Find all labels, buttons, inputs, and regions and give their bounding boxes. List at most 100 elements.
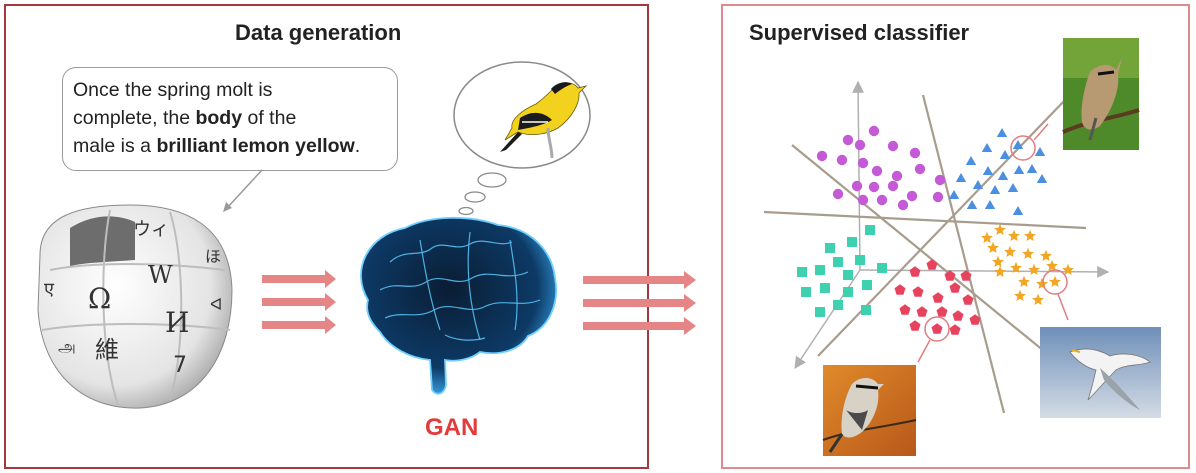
star-point bbox=[1018, 275, 1030, 287]
circle-point bbox=[932, 191, 944, 203]
circle-point bbox=[868, 181, 880, 193]
triangle-point bbox=[997, 171, 1009, 180]
star-point bbox=[987, 241, 999, 253]
triangle-point bbox=[1012, 206, 1024, 215]
circle-point bbox=[887, 180, 899, 192]
circle-point bbox=[914, 163, 926, 175]
globe-glyph-seven: 7 bbox=[173, 353, 187, 378]
gull-photo bbox=[1040, 327, 1161, 418]
triangle-point bbox=[999, 150, 1011, 159]
pentagon-point bbox=[944, 270, 956, 281]
square-point bbox=[815, 307, 825, 317]
quote-line-1: Once the spring molt is bbox=[73, 79, 273, 101]
pentagon-point bbox=[909, 320, 921, 331]
globe-glyph-syllabics: ᐊ bbox=[210, 295, 222, 314]
triangle-point bbox=[955, 173, 967, 182]
star-point bbox=[1036, 277, 1048, 289]
triangle-point bbox=[984, 200, 996, 209]
circle-point bbox=[851, 180, 863, 192]
quote-line-2c: of the bbox=[242, 107, 297, 129]
triangle-point bbox=[989, 185, 1001, 194]
triangle-point bbox=[1034, 147, 1046, 156]
star-point bbox=[1046, 259, 1058, 271]
square-point bbox=[815, 265, 825, 275]
pentagon-point bbox=[894, 284, 906, 295]
circle-point bbox=[897, 199, 909, 211]
data-generation-title: Data generation bbox=[235, 20, 402, 45]
star-point bbox=[1014, 289, 1026, 301]
triangle-point bbox=[1012, 140, 1024, 149]
square-point bbox=[843, 270, 853, 280]
brain-icon bbox=[360, 216, 557, 395]
globe-glyph-omega: Ω bbox=[88, 282, 111, 315]
quote-line-3a: male is a bbox=[73, 135, 157, 157]
globe-glyph-devanagari: ए bbox=[44, 279, 55, 300]
pentagon-point bbox=[949, 282, 961, 293]
pentagon-point bbox=[969, 314, 981, 325]
pentagon-point bbox=[931, 323, 943, 334]
quote-line-2a: complete, the bbox=[73, 107, 196, 129]
square-point bbox=[797, 267, 807, 277]
star-point bbox=[1010, 261, 1022, 273]
quote-line-3c: . bbox=[354, 135, 361, 157]
triangle-point bbox=[1007, 183, 1019, 192]
pentagon-point bbox=[960, 270, 972, 281]
star-point bbox=[994, 265, 1006, 277]
cedar-waxwing-photo bbox=[1062, 38, 1140, 150]
arrows-to-gan bbox=[262, 270, 336, 334]
circle-point bbox=[857, 194, 869, 206]
triangle-point bbox=[996, 128, 1008, 137]
star-point bbox=[1040, 249, 1052, 261]
pentagon-point bbox=[916, 306, 928, 317]
square-point bbox=[801, 287, 811, 297]
triangle-point bbox=[948, 190, 960, 199]
star-point bbox=[992, 255, 1004, 267]
pentagon-point bbox=[932, 292, 944, 303]
star-point bbox=[1062, 263, 1074, 275]
globe-glyph-hiragana: ほ bbox=[205, 247, 221, 266]
square-point bbox=[862, 280, 872, 290]
circle-point bbox=[816, 150, 828, 162]
circle-point bbox=[857, 157, 869, 169]
triangle-point bbox=[1026, 164, 1038, 173]
sample-pointers bbox=[917, 123, 1069, 363]
square-point bbox=[847, 237, 857, 247]
shrike-photo bbox=[822, 365, 917, 456]
circle-point bbox=[854, 139, 866, 151]
triangle-point bbox=[972, 180, 984, 189]
circle-point bbox=[836, 154, 848, 166]
pentagon-point bbox=[926, 259, 938, 270]
pentagon-point bbox=[899, 304, 911, 315]
pentagon-point bbox=[952, 310, 964, 321]
star-point bbox=[1049, 275, 1061, 287]
star-point bbox=[1032, 293, 1044, 305]
star-point bbox=[1008, 229, 1020, 241]
star-point bbox=[981, 231, 993, 243]
pentagon-point bbox=[912, 286, 924, 297]
square-point bbox=[843, 287, 853, 297]
square-point bbox=[855, 255, 865, 265]
square-point bbox=[825, 243, 835, 253]
pentagon-point bbox=[962, 294, 974, 305]
star-point bbox=[1024, 229, 1036, 241]
pentagon-point bbox=[949, 324, 961, 335]
triangle-point bbox=[966, 200, 978, 209]
square-point bbox=[820, 283, 830, 293]
circle-point bbox=[876, 194, 888, 206]
triangle-point bbox=[965, 156, 977, 165]
square-point bbox=[861, 305, 871, 315]
star-point bbox=[1004, 245, 1016, 257]
supervised-classifier-title: Supervised classifier bbox=[749, 20, 970, 45]
globe-glyph-i: И bbox=[165, 306, 189, 339]
pentagon-point bbox=[936, 306, 948, 317]
square-point bbox=[833, 257, 843, 267]
feature-space-axes bbox=[794, 80, 1110, 370]
bubble-pointer-arrow bbox=[223, 169, 263, 212]
quote-bold-body: body bbox=[195, 107, 243, 129]
circle-point bbox=[906, 190, 918, 202]
circle-point bbox=[934, 174, 946, 186]
triangle-point bbox=[1036, 174, 1048, 183]
globe-glyph-tamil: அ bbox=[58, 337, 76, 356]
star-point bbox=[994, 223, 1006, 235]
